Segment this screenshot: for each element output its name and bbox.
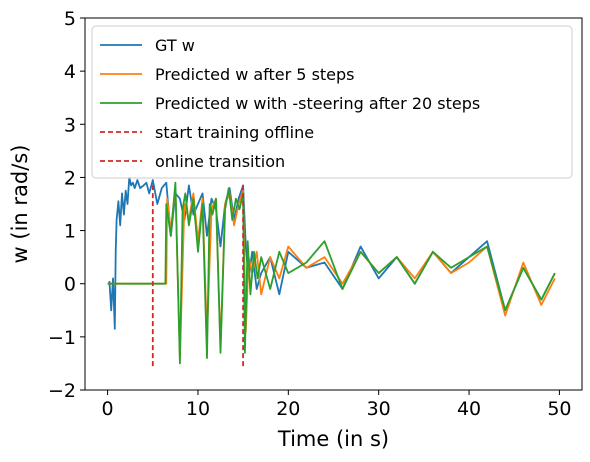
y-axis-ticks: −2 −1 0 1 2 3 4 5 [48,8,85,402]
series-line-1 [108,176,556,330]
y-tick-label: 5 [64,8,76,30]
x-tick-label: 50 [547,398,571,420]
y-tick-label: 2 [64,167,76,189]
x-tick-label: 40 [457,398,481,420]
x-tick-label: 30 [367,398,391,420]
y-tick-label: −1 [48,327,76,349]
legend-label-1: GT w [155,36,195,55]
legend-label-4: start training offline [155,123,314,142]
x-axis-label: Time (in s) [277,427,389,451]
y-tick-label: −2 [48,380,76,402]
x-tick-label: 0 [102,398,114,420]
legend-box [91,25,573,179]
y-axis-label: w (in rad/s) [8,145,32,264]
y-tick-label: 4 [64,61,76,83]
plot-frame [84,17,583,391]
series-layer [107,176,556,367]
y-tick-label: 3 [64,114,76,136]
legend-label-2: Predicted w after 5 steps [155,65,355,84]
legend-label-3: Predicted w with -steering after 20 step… [155,94,480,113]
series-line-3 [107,181,556,365]
y-tick-label: 0 [64,274,76,296]
y-tick-label: 1 [64,221,76,243]
x-axis-ticks: 0 10 20 30 40 50 [102,390,572,420]
x-tick-label: 10 [186,398,210,420]
legend-label-5: online transition [155,152,285,171]
legend: GT w Predicted w after 5 steps Predicted w… [91,25,573,179]
x-tick-label: 20 [276,398,300,420]
